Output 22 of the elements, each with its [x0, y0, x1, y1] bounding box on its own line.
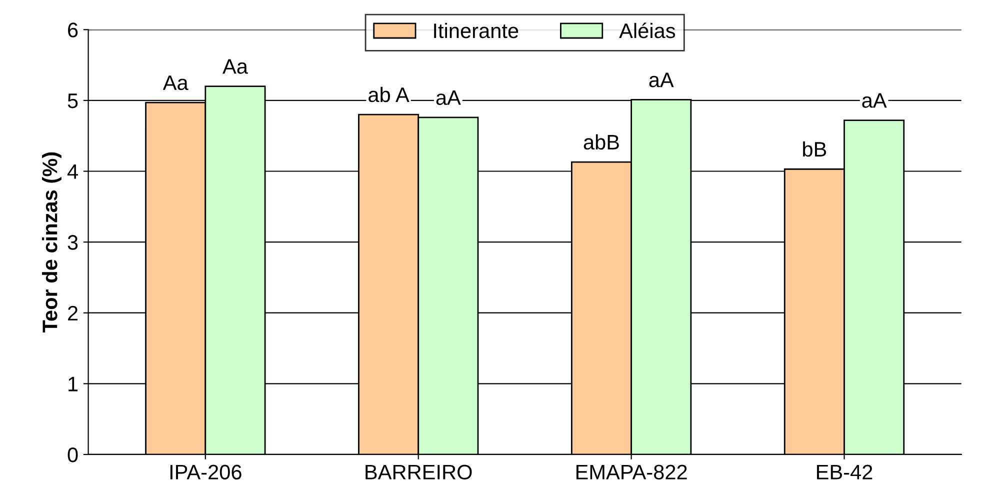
- x-tick-label: EMAPA-822: [576, 464, 687, 480]
- y-axis-title: Teor de cinzas (%): [42, 152, 62, 333]
- legend-label: Aléias: [619, 22, 676, 38]
- x-tick-label: BARREIRO: [366, 464, 472, 480]
- x-tick-label: IPA-206: [170, 464, 242, 480]
- data-label: Aa: [162, 76, 188, 90]
- x-tick-label: EB-42: [817, 464, 872, 480]
- data-label: aA: [862, 93, 887, 108]
- legend-label: Itinerante: [434, 22, 518, 38]
- y-tick-label: 2: [68, 306, 78, 320]
- data-label: ab A: [368, 86, 410, 102]
- data-label: Aa: [222, 59, 248, 74]
- y-tick-label: 6: [68, 22, 78, 38]
- data-label: bB: [803, 141, 826, 157]
- data-label: abB: [584, 134, 619, 150]
- y-tick-label: 5: [68, 94, 78, 108]
- y-tick-label: 0: [68, 447, 78, 462]
- y-tick-label: 4: [67, 164, 78, 179]
- y-tick-label: 1: [68, 376, 78, 392]
- data-label: aA: [436, 90, 461, 105]
- y-tick-label: 3: [68, 235, 78, 250]
- data-label: aA: [649, 72, 674, 88]
